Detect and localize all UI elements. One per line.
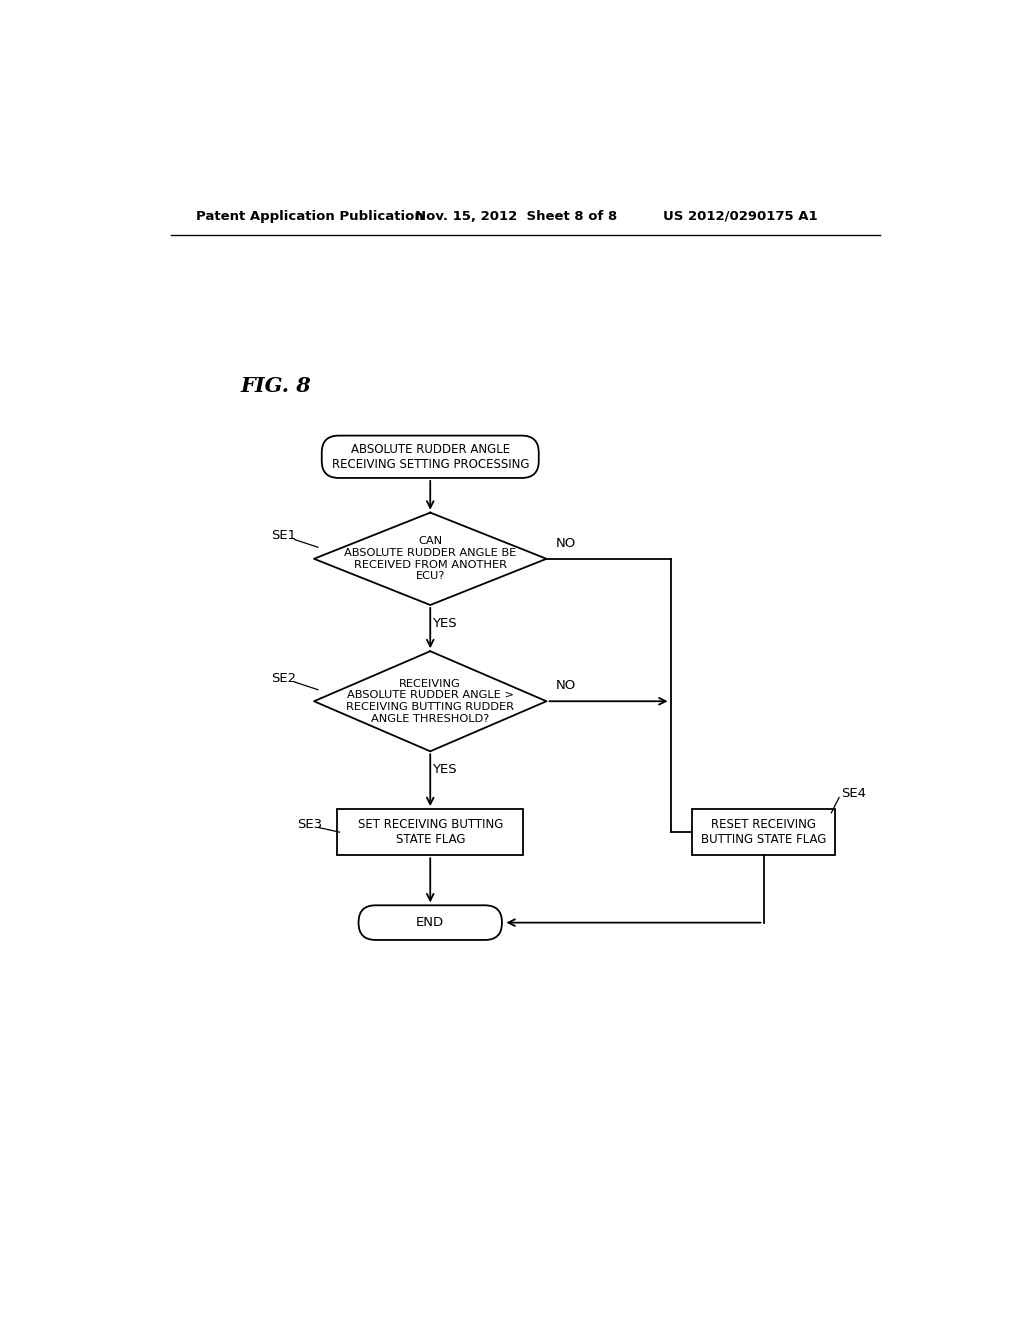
Text: YES: YES: [432, 616, 457, 630]
Text: RECEIVING
ABSOLUTE RUDDER ANGLE >
RECEIVING BUTTING RUDDER
ANGLE THRESHOLD?: RECEIVING ABSOLUTE RUDDER ANGLE > RECEIV…: [346, 678, 514, 723]
Text: NO: NO: [556, 536, 577, 549]
Text: SE3: SE3: [297, 818, 323, 832]
Text: NO: NO: [556, 678, 577, 692]
Text: Patent Application Publication: Patent Application Publication: [197, 210, 424, 223]
Text: US 2012/0290175 A1: US 2012/0290175 A1: [663, 210, 817, 223]
Text: END: END: [416, 916, 444, 929]
Text: CAN
ABSOLUTE RUDDER ANGLE BE
RECEIVED FROM ANOTHER
ECU?: CAN ABSOLUTE RUDDER ANGLE BE RECEIVED FR…: [344, 536, 516, 581]
Text: FIG. 8: FIG. 8: [241, 376, 311, 396]
Bar: [337, 809, 523, 855]
Text: SE4: SE4: [842, 787, 866, 800]
Bar: [692, 809, 836, 855]
Text: Nov. 15, 2012  Sheet 8 of 8: Nov. 15, 2012 Sheet 8 of 8: [415, 210, 617, 223]
Text: SE1: SE1: [271, 529, 297, 543]
Text: ABSOLUTE RUDDER ANGLE
RECEIVING SETTING PROCESSING: ABSOLUTE RUDDER ANGLE RECEIVING SETTING …: [332, 442, 529, 471]
FancyBboxPatch shape: [322, 436, 539, 478]
Text: SET RECEIVING BUTTING
STATE FLAG: SET RECEIVING BUTTING STATE FLAG: [357, 818, 503, 846]
Text: YES: YES: [432, 763, 457, 776]
Text: SE2: SE2: [271, 672, 297, 685]
Text: RESET RECEIVING
BUTTING STATE FLAG: RESET RECEIVING BUTTING STATE FLAG: [700, 818, 826, 846]
FancyBboxPatch shape: [358, 906, 502, 940]
